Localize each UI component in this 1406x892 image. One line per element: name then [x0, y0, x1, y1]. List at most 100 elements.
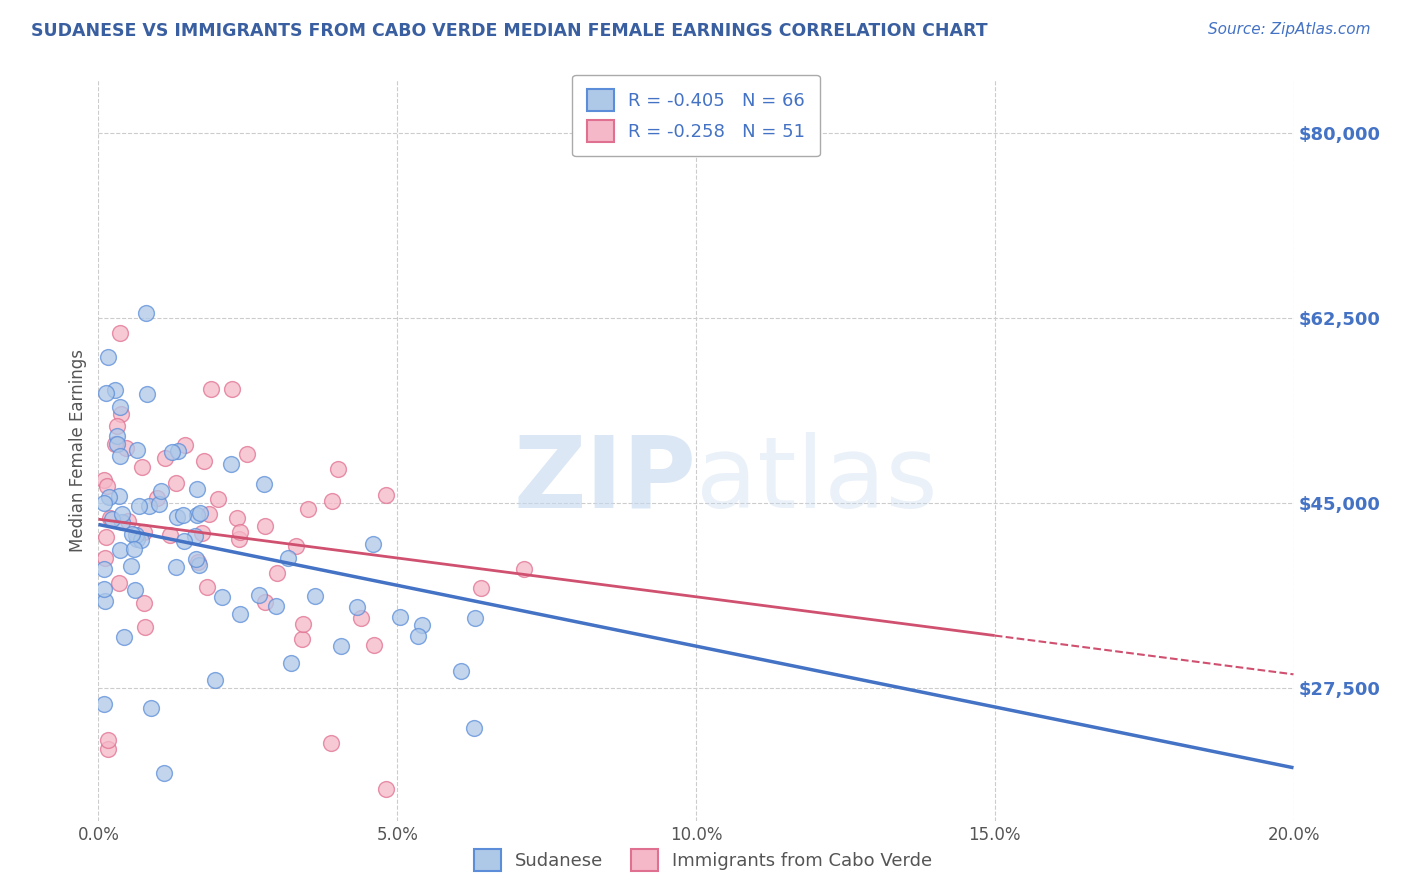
- Point: [319, 736, 342, 750]
- Point: [97, 350, 120, 364]
- Point: [174, 438, 197, 452]
- Point: [145, 491, 167, 505]
- Point: [149, 484, 172, 499]
- Point: [103, 383, 125, 397]
- Point: [111, 507, 134, 521]
- Point: [513, 562, 536, 576]
- Point: [450, 664, 472, 678]
- Point: [112, 630, 135, 644]
- Point: [138, 499, 160, 513]
- Point: [153, 766, 176, 780]
- Point: [247, 588, 270, 602]
- Point: [136, 387, 159, 401]
- Point: [188, 506, 211, 520]
- Point: [253, 477, 276, 491]
- Point: [464, 611, 486, 625]
- Point: [361, 537, 384, 551]
- Text: SUDANESE VS IMMIGRANTS FROM CABO VERDE MEDIAN FEMALE EARNINGS CORRELATION CHART: SUDANESE VS IMMIGRANTS FROM CABO VERDE M…: [31, 22, 987, 40]
- Point: [165, 560, 187, 574]
- Point: [94, 594, 117, 608]
- Point: [128, 499, 150, 513]
- Point: [411, 618, 433, 632]
- Point: [193, 454, 215, 468]
- Point: [165, 475, 187, 490]
- Point: [110, 407, 132, 421]
- Point: [350, 611, 373, 625]
- Point: [207, 492, 229, 507]
- Point: [229, 607, 252, 622]
- Point: [253, 519, 276, 533]
- Point: [121, 526, 143, 541]
- Point: [134, 525, 156, 540]
- Point: [186, 552, 208, 566]
- Point: [200, 382, 222, 396]
- Point: [115, 441, 138, 455]
- Point: [374, 781, 396, 796]
- Point: [321, 494, 343, 508]
- Point: [228, 533, 250, 547]
- Point: [304, 590, 326, 604]
- Point: [291, 616, 314, 631]
- Point: [131, 459, 153, 474]
- Text: ZIP: ZIP: [513, 432, 696, 529]
- Text: atlas: atlas: [696, 432, 938, 529]
- Point: [167, 443, 190, 458]
- Point: [191, 526, 214, 541]
- Point: [122, 541, 145, 556]
- Point: [110, 543, 132, 558]
- Point: [160, 445, 183, 459]
- Point: [108, 575, 131, 590]
- Point: [94, 550, 117, 565]
- Point: [98, 490, 121, 504]
- Point: [104, 436, 127, 450]
- Point: [105, 437, 128, 451]
- Point: [264, 599, 287, 613]
- Point: [184, 529, 207, 543]
- Point: [186, 508, 208, 522]
- Point: [108, 326, 131, 340]
- Point: [94, 530, 117, 544]
- Point: [159, 528, 181, 542]
- Point: [134, 620, 156, 634]
- Point: [127, 532, 149, 546]
- Point: [97, 733, 120, 747]
- Point: [187, 555, 209, 569]
- Point: [346, 599, 368, 614]
- Point: [470, 581, 492, 595]
- Point: [135, 306, 157, 320]
- Legend: R = -0.405   N = 66, R = -0.258   N = 51: R = -0.405 N = 66, R = -0.258 N = 51: [572, 75, 820, 156]
- Point: [97, 742, 120, 756]
- Point: [111, 515, 134, 529]
- Text: Source: ZipAtlas.com: Source: ZipAtlas.com: [1208, 22, 1371, 37]
- Point: [226, 511, 249, 525]
- Point: [166, 510, 188, 524]
- Y-axis label: Median Female Earnings: Median Female Earnings: [69, 349, 87, 552]
- Point: [284, 539, 307, 553]
- Point: [204, 673, 226, 687]
- Point: [107, 490, 129, 504]
- Point: [141, 700, 163, 714]
- Point: [195, 580, 218, 594]
- Point: [375, 488, 398, 502]
- Point: [297, 502, 319, 516]
- Point: [329, 639, 352, 653]
- Point: [93, 562, 115, 576]
- Point: [124, 528, 146, 542]
- Point: [108, 400, 131, 414]
- Point: [236, 447, 259, 461]
- Point: [389, 609, 412, 624]
- Point: [93, 473, 115, 487]
- Point: [153, 451, 176, 466]
- Point: [98, 511, 121, 525]
- Point: [463, 721, 485, 735]
- Point: [127, 443, 149, 458]
- Point: [188, 558, 211, 572]
- Point: [219, 457, 242, 471]
- Point: [197, 507, 219, 521]
- Point: [148, 497, 170, 511]
- Point: [363, 638, 385, 652]
- Point: [254, 595, 277, 609]
- Point: [277, 550, 299, 565]
- Point: [101, 511, 124, 525]
- Point: [108, 449, 131, 463]
